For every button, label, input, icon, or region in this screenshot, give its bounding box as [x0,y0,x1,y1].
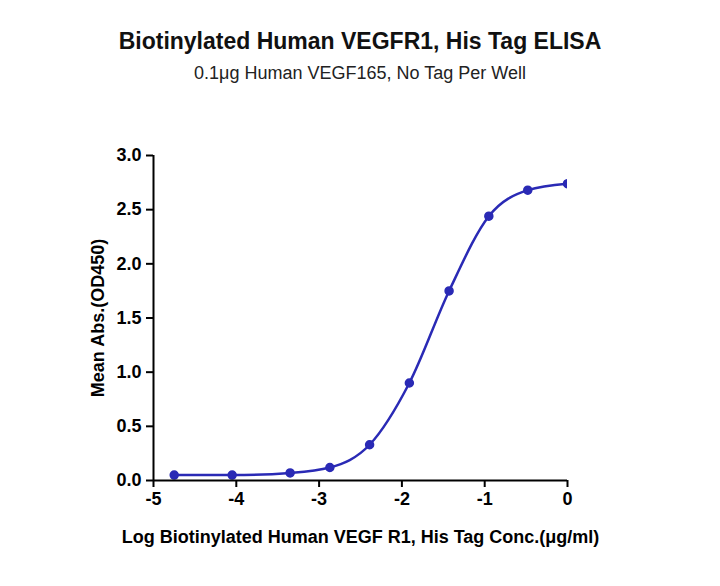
svg-text:0.5: 0.5 [116,416,141,436]
svg-text:-2: -2 [394,489,410,509]
svg-text:0.0: 0.0 [116,470,141,490]
svg-text:2.0: 2.0 [116,254,141,274]
svg-text:1.0: 1.0 [116,362,141,382]
svg-text:3.0: 3.0 [116,145,141,165]
svg-text:-3: -3 [311,489,327,509]
svg-text:1.5: 1.5 [116,308,141,328]
svg-text:-5: -5 [145,489,161,509]
svg-text:Log Biotinylated Human VEGF R1: Log Biotinylated Human VEGF R1, His Tag … [122,527,600,547]
html-text:0.1μg Human VEGF165, No Tag Pe: 0.1μg Human VEGF165, No Tag Per Well [194,63,526,83]
html-text:Biotinylated Human VEGFR1, His: Biotinylated Human VEGFR1, His Tag ELISA [118,28,602,54]
svg-text:-4: -4 [228,489,244,509]
svg-text:2.5: 2.5 [116,199,141,219]
svg-text:Mean Abs.(OD450): Mean Abs.(OD450) [88,239,108,397]
svg-text:-1: -1 [477,489,493,509]
svg-text:0: 0 [562,489,572,509]
